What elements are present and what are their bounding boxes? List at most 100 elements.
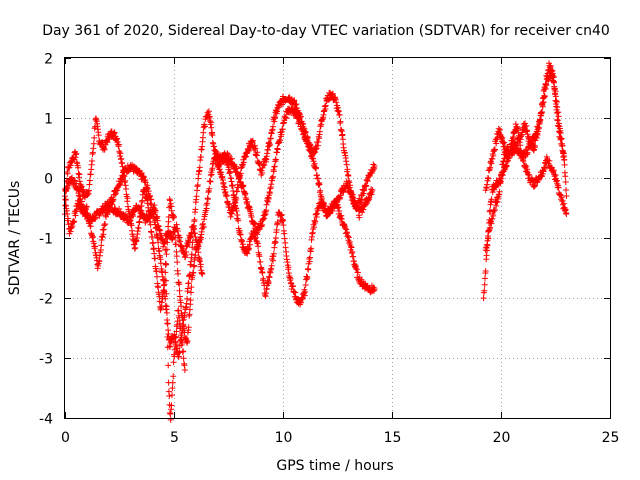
data-point xyxy=(343,161,350,168)
data-point xyxy=(555,113,562,120)
data-point xyxy=(517,142,524,149)
data-point xyxy=(175,307,182,314)
data-point xyxy=(252,145,259,152)
series-track-E xyxy=(162,247,188,423)
data-point xyxy=(336,208,343,214)
data-point xyxy=(487,164,494,171)
data-point xyxy=(168,402,175,409)
data-point xyxy=(73,150,80,157)
series-track-C xyxy=(62,89,378,360)
data-point xyxy=(491,207,498,213)
data-point xyxy=(179,339,186,346)
data-point xyxy=(371,163,378,169)
data-point xyxy=(249,137,256,144)
data-point xyxy=(73,180,80,187)
data-point xyxy=(348,244,355,251)
y-tick-label: 2 xyxy=(44,52,53,68)
data-point xyxy=(120,174,126,181)
series-track-H xyxy=(482,68,570,254)
data-point xyxy=(240,159,247,166)
data-point xyxy=(184,295,191,302)
data-point xyxy=(149,233,156,240)
data-point xyxy=(240,182,247,189)
data-point xyxy=(485,175,492,182)
data-point xyxy=(256,161,263,167)
data-point xyxy=(62,197,69,203)
data-point xyxy=(337,118,344,125)
x-tick-label: 5 xyxy=(170,430,179,446)
data-point xyxy=(169,385,176,392)
data-point xyxy=(223,192,230,199)
data-point xyxy=(164,239,171,246)
x-tick-label: 0 xyxy=(61,430,70,446)
x-tick-label: 10 xyxy=(275,430,293,446)
data-point xyxy=(344,166,351,173)
data-point xyxy=(151,213,158,220)
data-point xyxy=(497,178,504,185)
data-point xyxy=(86,177,93,184)
data-point xyxy=(80,203,87,210)
data-point xyxy=(162,295,169,302)
data-point xyxy=(213,148,220,155)
data-point xyxy=(162,260,169,267)
data-point xyxy=(202,123,208,130)
series-track-G xyxy=(482,121,570,217)
data-point xyxy=(244,198,251,205)
data-point xyxy=(541,93,548,100)
data-point xyxy=(200,129,207,136)
data-point xyxy=(209,132,216,139)
y-tick-label: -1 xyxy=(39,232,53,248)
data-point xyxy=(273,226,280,233)
data-point xyxy=(546,157,553,164)
data-point xyxy=(272,235,279,241)
data-point xyxy=(312,218,319,225)
data-point xyxy=(135,225,142,232)
data-point xyxy=(229,182,236,189)
data-point xyxy=(537,116,544,123)
data-point xyxy=(233,195,240,202)
data-point xyxy=(523,122,530,129)
data-point xyxy=(363,183,370,190)
data-point xyxy=(162,247,169,254)
data-point xyxy=(307,254,313,261)
data-point xyxy=(246,241,253,248)
data-point xyxy=(167,197,173,204)
data-point xyxy=(198,154,204,160)
data-point xyxy=(539,109,545,115)
data-point xyxy=(207,178,214,185)
data-point xyxy=(64,185,71,192)
data-point xyxy=(345,234,352,241)
data-point xyxy=(153,224,160,231)
data-point xyxy=(254,149,261,156)
data-point xyxy=(173,241,179,248)
data-point xyxy=(90,140,97,147)
data-point xyxy=(185,324,192,331)
data-point xyxy=(189,239,196,246)
data-point xyxy=(278,211,285,218)
data-point xyxy=(92,243,99,250)
data-point xyxy=(265,279,272,286)
data-point xyxy=(87,171,94,178)
data-point xyxy=(89,158,95,164)
data-point xyxy=(259,170,266,176)
series-track-D xyxy=(214,105,376,238)
data-point xyxy=(279,126,286,133)
data-point xyxy=(164,334,171,340)
data-point xyxy=(329,90,336,97)
data-point xyxy=(99,234,106,241)
data-point xyxy=(163,277,169,284)
data-point xyxy=(235,217,242,224)
data-point xyxy=(167,416,174,423)
data-point xyxy=(322,102,329,109)
data-point xyxy=(192,252,199,259)
data-point xyxy=(520,154,527,161)
data-point xyxy=(154,273,160,280)
data-point xyxy=(559,142,566,149)
data-point xyxy=(266,274,273,281)
data-point xyxy=(485,235,492,242)
data-point xyxy=(190,269,197,276)
data-point xyxy=(76,188,83,194)
x-tick-label: 25 xyxy=(602,430,620,446)
data-point xyxy=(169,379,176,386)
data-point xyxy=(171,346,178,353)
